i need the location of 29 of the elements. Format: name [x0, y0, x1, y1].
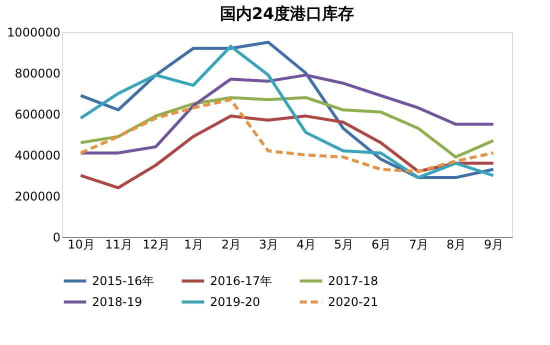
x-tick-label: 9月 — [484, 238, 504, 252]
y-tick-label: 400000 — [14, 148, 60, 162]
x-tick-label: 10月 — [68, 238, 95, 252]
legend-label: 2017-18 — [328, 274, 378, 288]
legend-label: 2015-16年 — [92, 274, 154, 288]
legend-label: 2019-20 — [210, 295, 260, 309]
x-tick-label: 5月 — [334, 238, 354, 252]
x-tick-label: 1月 — [184, 238, 204, 252]
x-tick-label: 4月 — [296, 238, 316, 252]
x-tick-label: 8月 — [446, 238, 466, 252]
x-tick-label: 3月 — [258, 238, 279, 252]
line-series — [79, 114, 495, 190]
line-series — [79, 74, 495, 154]
x-tick-label: 12月 — [142, 238, 170, 252]
y-tick-label: 800000 — [14, 66, 60, 80]
x-tick-label: 11月 — [105, 238, 132, 252]
x-tick-label: 2月 — [221, 238, 242, 252]
y-tick-label: 0 — [52, 230, 60, 244]
y-tick-label: 1000000 — [7, 26, 60, 40]
legend-label: 2018-19 — [92, 295, 142, 309]
legend-label: 2016-17年 — [210, 274, 272, 288]
line-series — [79, 96, 495, 159]
chart-title: 国内24度港口库存 — [220, 4, 354, 23]
y-tick-label: 600000 — [14, 108, 60, 122]
legend-label: 2020-21 — [328, 295, 378, 309]
y-tick-label: 200000 — [14, 190, 60, 204]
x-tick-label: 7月 — [408, 238, 429, 252]
x-tick-label: 6月 — [371, 238, 392, 252]
line-series — [79, 98, 495, 173]
